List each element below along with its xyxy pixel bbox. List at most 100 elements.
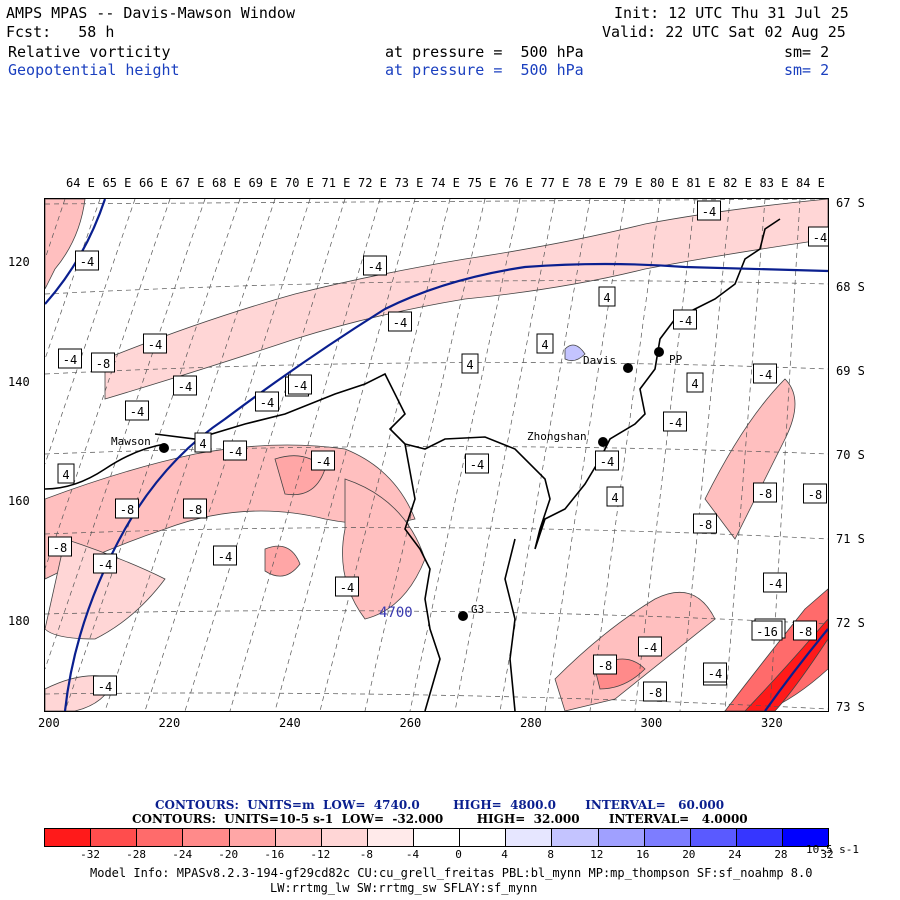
contour-label: -4	[148, 338, 162, 352]
contour-label-box	[595, 450, 619, 471]
field2-smoothing: sm= 2	[784, 61, 830, 79]
contour-label-box	[598, 286, 616, 307]
valid-time: Valid: 22 UTC Sat 02 Aug 25	[602, 23, 846, 41]
contour-label-box	[753, 363, 777, 384]
contour-label: -8	[188, 503, 202, 517]
colorbar-cell	[644, 829, 691, 846]
contour-label-box	[57, 463, 75, 484]
contour-label: -4	[368, 260, 382, 274]
contour-label: -8	[758, 487, 772, 501]
station-label-zhongshan: Zhongshan	[527, 430, 587, 443]
colorbar-tick-label: -28	[126, 848, 147, 861]
station-markers	[159, 347, 664, 621]
contour-label: -4	[470, 458, 484, 472]
longitude-label: 80 E	[650, 176, 679, 190]
x-tick-label: 280	[520, 716, 542, 730]
colorbar-cell	[183, 829, 230, 846]
contour-label-box	[75, 250, 99, 271]
height-contour-label: 4700	[379, 605, 413, 621]
contour-label-box	[311, 450, 335, 471]
contour-label-box	[693, 513, 717, 534]
contour-label: -4	[340, 581, 354, 595]
latitude-label: 70 S	[836, 448, 865, 462]
contour-label-box	[125, 400, 149, 421]
colorbar-tick-label: 32	[820, 848, 834, 861]
contour-label-box	[194, 432, 212, 453]
contour-label: 4	[691, 377, 698, 391]
colorbar-tick-label: -20	[218, 848, 239, 861]
contour-label: 4	[603, 291, 610, 305]
contour-label: -8	[120, 503, 134, 517]
longitude-label: 71 E	[321, 176, 351, 190]
field1-level: at pressure = 500 hPa	[385, 43, 584, 61]
contour-label-box	[255, 391, 279, 412]
contour-label-box	[703, 662, 727, 683]
colorbar-cell	[690, 829, 737, 846]
colorbar-cell	[598, 829, 645, 846]
y-tick-label: 120	[8, 255, 30, 269]
contour-label-box	[173, 375, 197, 396]
longitude-label: 78 E	[577, 176, 606, 190]
colorbar-tick-label: -12	[310, 848, 331, 861]
colorbar-cell	[367, 829, 414, 846]
latitude-label: 72 S	[836, 616, 865, 630]
colorbar-tick-label: 8	[547, 848, 554, 861]
colorbar-tick-label: -32	[80, 848, 100, 861]
x-tick-label: 300	[640, 716, 663, 730]
station-label-davis: Davis	[583, 354, 616, 367]
longitude-label: 67 E	[175, 176, 205, 190]
colorbar-tick-label: 24	[728, 848, 742, 861]
colorbar-cell	[506, 829, 553, 846]
contour-label: -4	[260, 396, 274, 410]
forecast-hour: Fcst: 58 h	[6, 23, 115, 41]
contour-label-box	[115, 498, 139, 519]
contour-label-box	[465, 453, 489, 474]
contour-label-box	[461, 353, 479, 374]
longitude-label: 75 E	[467, 176, 497, 190]
colorbar-cell	[414, 829, 461, 846]
coastline	[45, 218, 781, 711]
colorbar-cell	[91, 829, 138, 846]
latitude-label: 68 S	[836, 280, 865, 294]
contour-label: -4	[813, 231, 827, 245]
longitude-label: 74 E	[431, 176, 460, 190]
colorbar-cell	[229, 829, 276, 846]
contour-label: -4	[98, 558, 112, 572]
y-tick-label: 160	[8, 494, 30, 508]
contour-label: -4	[768, 577, 782, 591]
longitude-label: 65 E	[102, 176, 132, 190]
colorbar	[44, 828, 829, 847]
contour-label-box	[638, 636, 662, 657]
longitude-label: 77 E	[540, 176, 570, 190]
graticule	[45, 199, 828, 711]
latitude-label: 71 S	[836, 532, 865, 546]
contour-label: -8	[808, 488, 822, 502]
colorbar-tick-label: 28	[774, 848, 788, 861]
y-tick-label: 140	[8, 374, 30, 389]
contour-label: 4	[466, 358, 473, 372]
contour-label-box	[223, 440, 247, 461]
longitude-label: 64 E	[66, 176, 95, 190]
field2-level: at pressure = 500 hPa	[385, 61, 584, 79]
contour-label-box	[335, 576, 359, 597]
contour-label-box	[288, 374, 312, 395]
longitude-label: 69 E	[248, 176, 278, 190]
longitude-label: 76 E	[504, 176, 533, 190]
contour-label-box	[686, 372, 704, 393]
contour-label-box	[663, 411, 687, 432]
contour-label-box	[93, 675, 117, 696]
contour-label: -4	[393, 316, 407, 330]
station-label-pp: PP	[669, 353, 683, 366]
contour-label: -8	[96, 357, 110, 371]
station-label-mawson: Mawson	[111, 435, 151, 448]
longitude-label: 79 E	[613, 176, 643, 190]
field2-name: Geopotential height	[8, 61, 180, 79]
contour-label: -4	[600, 455, 614, 469]
contour-label: 4	[611, 491, 618, 505]
contour-label: -16	[756, 625, 778, 639]
vorticity-contour-labels: -4 -4 -4 -4 -4 -8 -4 -4 -4 -4 4 4 4 4 4 -4 -4 -4 -4 -4 -8 -8 -…	[48, 200, 828, 702]
contour-label-box	[697, 200, 721, 221]
contour-label-box	[753, 482, 777, 503]
contour-label: -4	[98, 680, 112, 694]
contour-label: -4	[228, 445, 242, 459]
